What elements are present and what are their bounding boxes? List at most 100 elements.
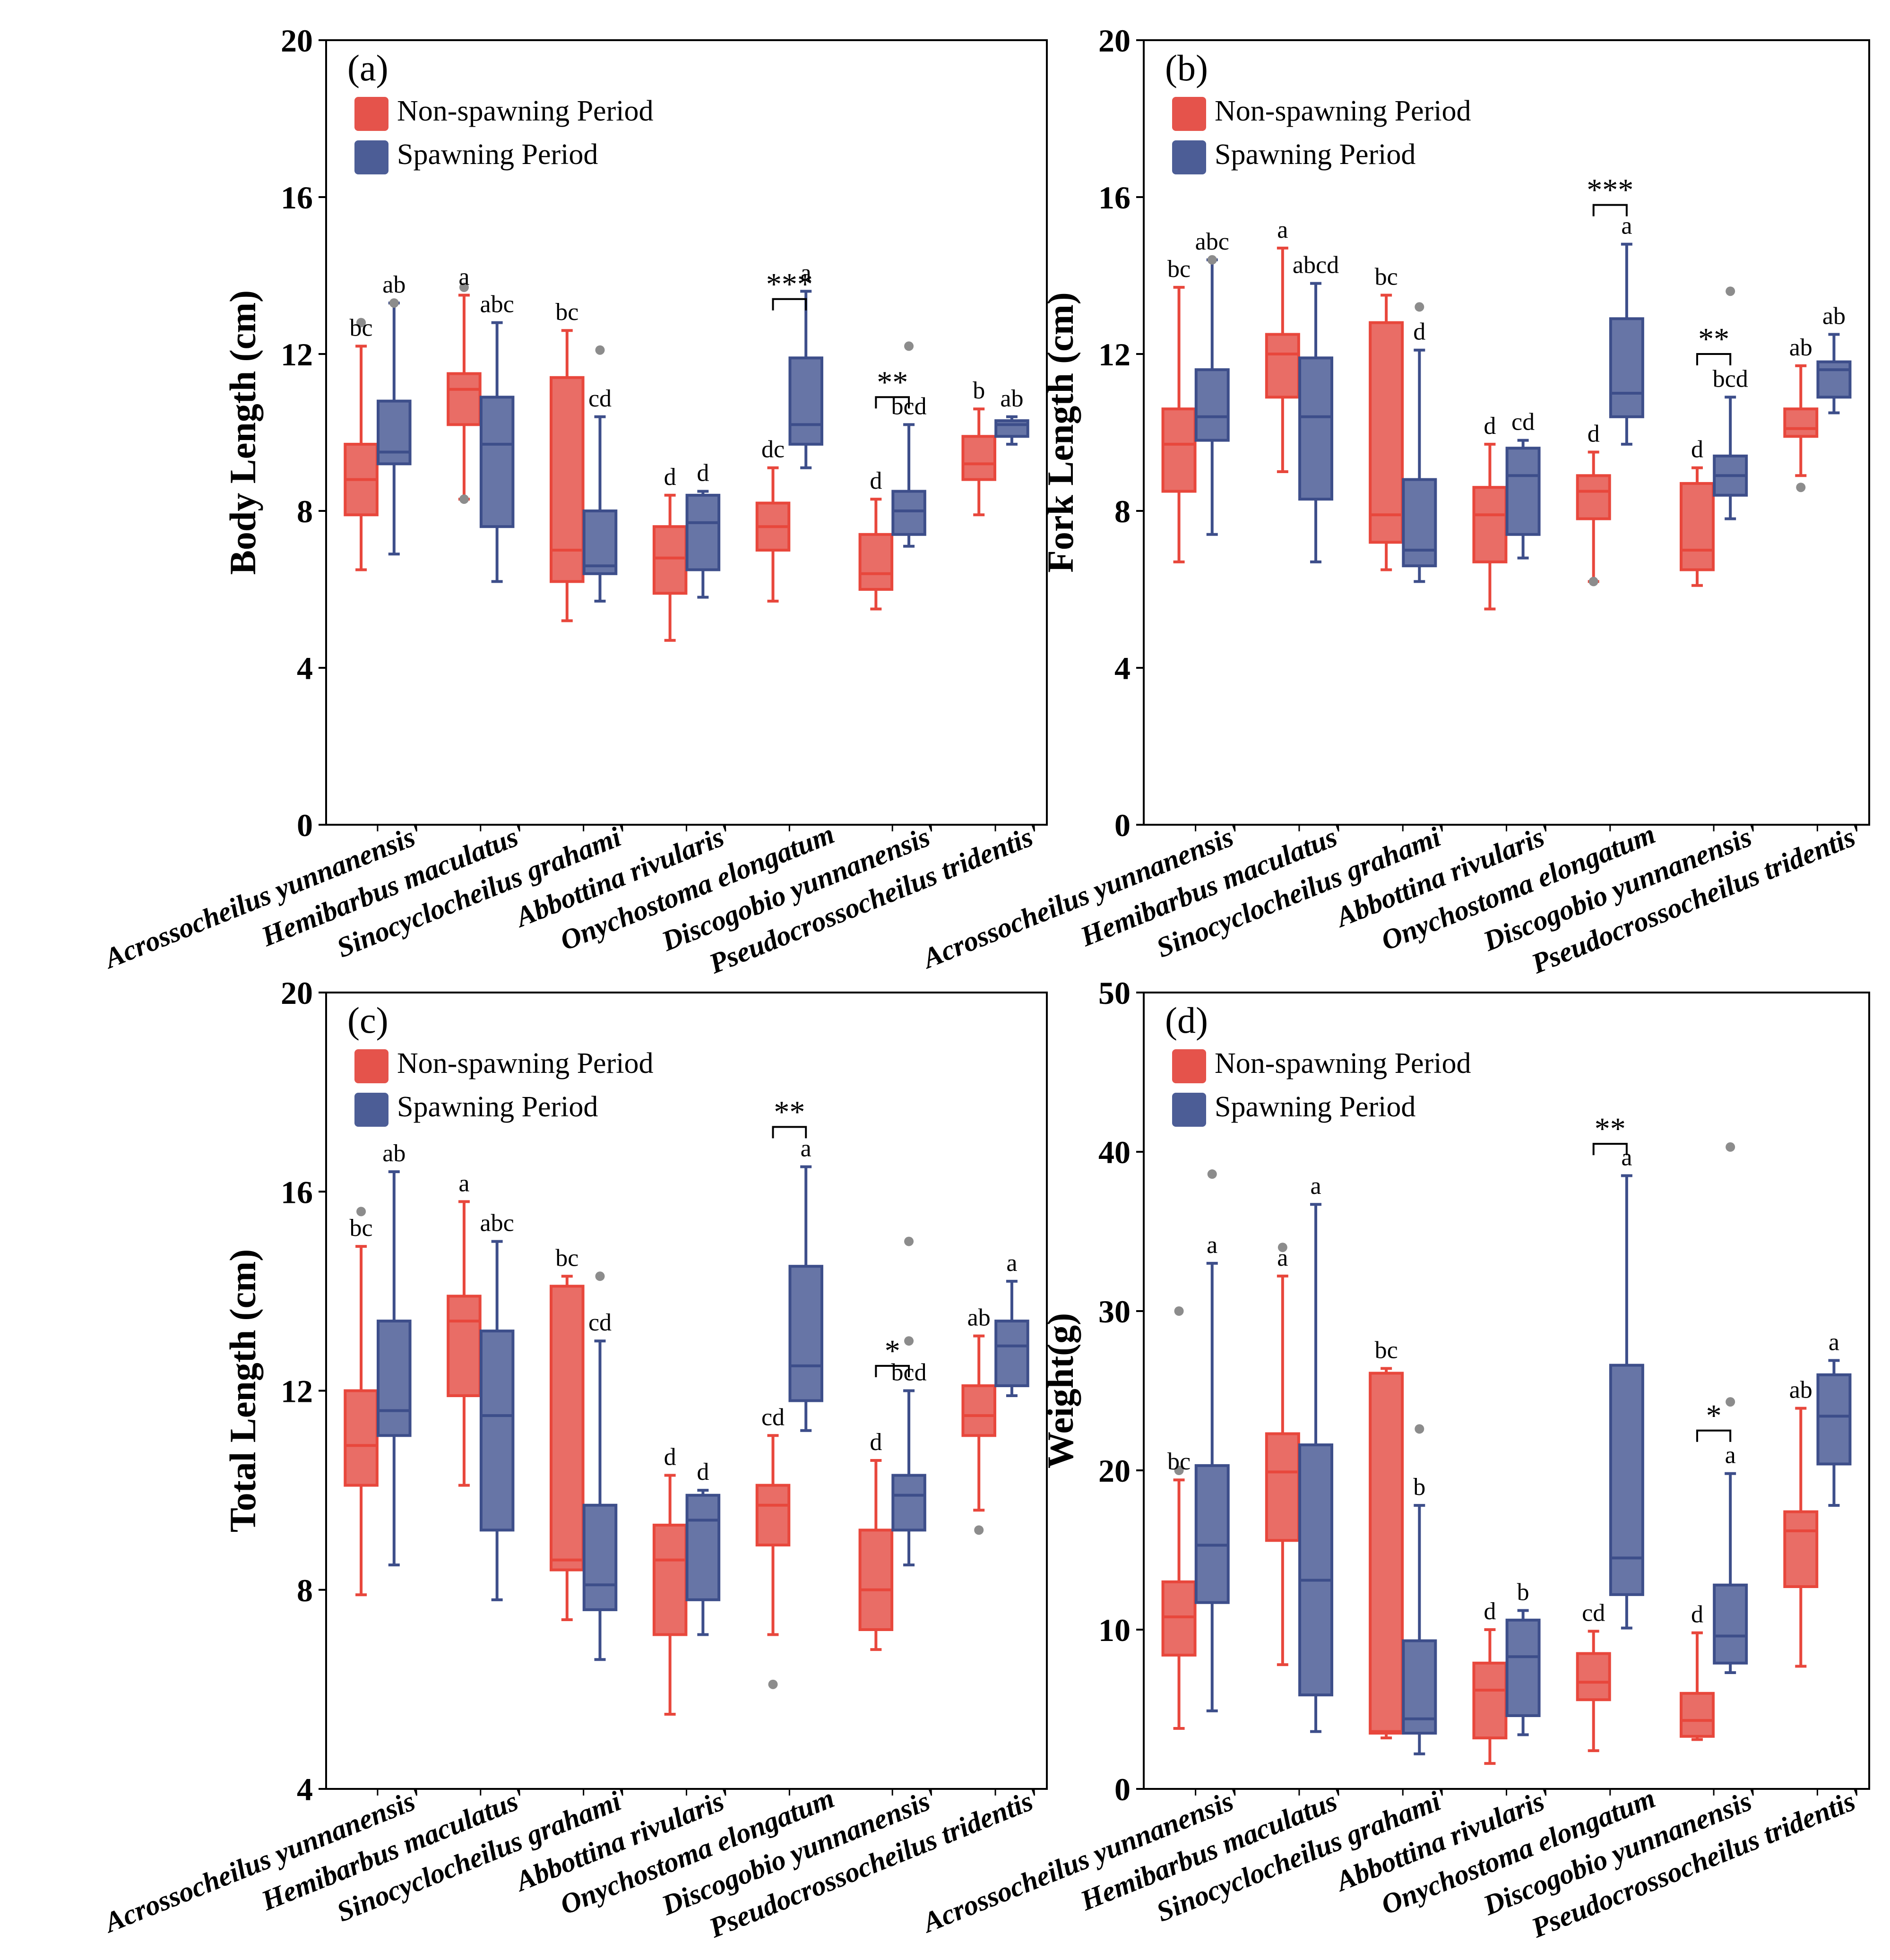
outlier-point — [1415, 302, 1424, 312]
box-non_spawning-5: cd — [755, 1404, 791, 1689]
significance-letter: bc — [350, 314, 373, 341]
box-body — [994, 1320, 1029, 1387]
significance-letter: a — [1006, 1250, 1017, 1277]
box-body — [1298, 356, 1334, 501]
box-body — [652, 1523, 688, 1636]
significance-letter: cd — [588, 385, 612, 412]
y-tick-label: 20 — [1098, 23, 1131, 59]
significance-stars: ** — [877, 365, 908, 399]
outlier-point — [459, 282, 469, 292]
outlier-point — [768, 1679, 778, 1689]
significance-bracket — [1592, 204, 1628, 216]
y-tick-label: 4 — [297, 650, 313, 686]
outlier-point — [904, 1336, 914, 1346]
box-body — [858, 1528, 894, 1631]
significance-letter: abc — [1195, 228, 1229, 255]
box-body — [447, 372, 482, 426]
significance-stars: ** — [1595, 1112, 1626, 1146]
outlier-point — [459, 494, 469, 504]
box-spawning-6: a — [1713, 1142, 1748, 1674]
significance-letter: d — [664, 1444, 676, 1471]
box-body — [1816, 360, 1852, 399]
box-body — [582, 1503, 618, 1611]
significance-letter: a — [1621, 213, 1632, 240]
box-body — [1609, 317, 1644, 418]
legend-swatch — [1172, 97, 1206, 131]
significance-letter: a — [1310, 1173, 1321, 1200]
outlier-point — [1174, 1306, 1184, 1316]
panel-1: 0 4 8 12 16 20 Body Length (cm) (a) Non-spawning… — [98, 23, 1048, 980]
box-spawning-7: a — [1816, 1329, 1852, 1507]
legend-swatch — [354, 97, 388, 131]
y-tick-label: 12 — [281, 1373, 313, 1409]
outlier-point — [1207, 1169, 1217, 1179]
legend-swatch — [354, 140, 388, 174]
y-tick-label: 20 — [1098, 1453, 1131, 1489]
significance-letter: ab — [967, 1304, 991, 1331]
outlier-point — [1207, 255, 1217, 265]
legend-swatch — [354, 1093, 388, 1127]
box-spawning-4: d — [685, 460, 721, 599]
significance-letter: bc — [1167, 1448, 1191, 1475]
significance-letter: ab — [382, 271, 406, 298]
significance-letter: d — [697, 1459, 709, 1485]
legend-swatch — [1172, 1093, 1206, 1127]
outlier-point — [389, 298, 399, 308]
box-non_spawning-4: d — [652, 464, 688, 642]
box-non_spawning-3: bc — [550, 299, 585, 622]
box-body — [1576, 1652, 1611, 1701]
box-body — [1265, 333, 1300, 399]
box-body — [1161, 407, 1197, 493]
significance-letter: d — [1588, 421, 1600, 448]
significance-letter: d — [697, 460, 709, 487]
y-tick-label: 0 — [297, 807, 313, 843]
significance-letter: bc — [1375, 1337, 1398, 1364]
y-tick-label: 40 — [1098, 1134, 1131, 1170]
box-spawning-2: abc — [479, 291, 515, 583]
outlier-point — [1726, 286, 1735, 296]
outlier-point — [1726, 1397, 1735, 1407]
significance-letter: ab — [382, 1140, 406, 1167]
legend-label: Non-spawning Period — [1215, 1047, 1471, 1079]
box-body — [788, 356, 823, 446]
box-body — [1369, 1372, 1404, 1735]
significance-letter: abcd — [1293, 252, 1339, 279]
y-tick-label: 20 — [281, 975, 313, 1011]
y-tick-label: 4 — [297, 1771, 313, 1807]
box-non_spawning-6: d — [858, 1429, 894, 1651]
box-non_spawning-6: d — [858, 467, 894, 611]
box-body — [1816, 1373, 1852, 1466]
box-body — [858, 533, 894, 591]
box-non_spawning-5: d — [1576, 421, 1611, 587]
y-tick-label: 16 — [1098, 180, 1131, 216]
panel-3: 4 8 12 16 20 Total Length (cm) (c) Non-spawning… — [98, 975, 1048, 1944]
box-spawning-5: a — [788, 259, 823, 469]
outlier-point — [595, 1271, 605, 1281]
box-spawning-3: b — [1402, 1424, 1437, 1755]
box-spawning-1: a — [1194, 1169, 1230, 1712]
significance-letter: bc — [1167, 256, 1191, 283]
box-body — [1194, 1464, 1230, 1604]
y-tick-label: 30 — [1098, 1294, 1131, 1330]
significance-letter: d — [1413, 319, 1425, 345]
significance-stars: * — [885, 1334, 900, 1368]
box-body — [1194, 368, 1230, 442]
box-body — [1783, 1510, 1819, 1589]
significance-letter: b — [973, 377, 985, 404]
legend-label: Spawning Period — [1215, 138, 1415, 171]
box-body — [961, 435, 996, 481]
box-body — [1472, 1661, 1508, 1740]
box-body — [1472, 486, 1508, 563]
significance-stars: ** — [774, 1095, 805, 1129]
box-spawning-7: ab — [994, 385, 1029, 446]
significance-letter: a — [1829, 1329, 1839, 1356]
significance-letter: a — [458, 1170, 469, 1197]
box-non_spawning-7: ab — [1783, 1377, 1819, 1668]
outlier-point — [1277, 1243, 1287, 1252]
legend-label: Spawning Period — [1215, 1091, 1415, 1123]
outlier-point — [595, 345, 605, 355]
box-spawning-4: b — [1505, 1579, 1541, 1736]
box-body — [1609, 1364, 1644, 1596]
legend-swatch — [1172, 140, 1206, 174]
outlier-point — [974, 1525, 984, 1535]
